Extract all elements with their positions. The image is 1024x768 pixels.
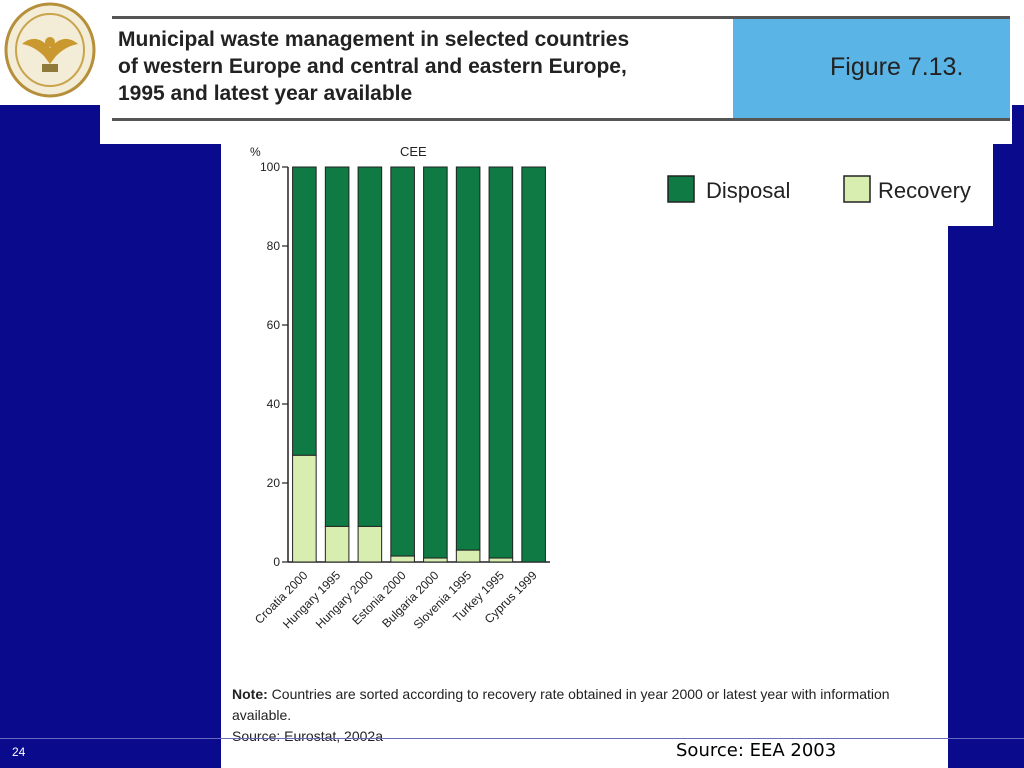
bar-recovery <box>324 525 350 563</box>
header-bottom-rule <box>112 118 1010 121</box>
bar-recovery <box>423 557 448 563</box>
bar-recovery <box>455 549 481 563</box>
bar-disposal <box>455 166 481 551</box>
chart-title: CEE <box>400 144 427 159</box>
slide-number: 24 <box>12 745 26 759</box>
y-tick-label: 80 <box>267 239 281 253</box>
source-citation: Source: EEA 2003 <box>676 740 837 761</box>
legend-swatch <box>843 175 871 203</box>
y-tick-label: 100 <box>260 160 280 174</box>
footer-divider <box>0 738 1024 739</box>
legend-label: Recovery <box>878 178 971 203</box>
figure-title: Municipal waste management in selected c… <box>118 28 630 105</box>
header-top-rule <box>112 16 1010 19</box>
y-tick-label: 20 <box>267 476 281 490</box>
bar-recovery <box>390 555 415 563</box>
legend-label: Disposal <box>706 178 790 203</box>
figure-label-box <box>733 19 1010 118</box>
y-tick-label: 40 <box>267 397 281 411</box>
y-tick-label: 0 <box>273 555 280 569</box>
legend-panel <box>652 144 993 226</box>
chart-ylabel: % <box>250 145 261 159</box>
y-tick-label: 60 <box>267 318 281 332</box>
bar-recovery <box>488 557 514 563</box>
note-label: Note: <box>232 686 268 702</box>
legend-swatch <box>667 175 695 203</box>
bar-recovery <box>292 454 317 563</box>
chart-note: Note: Countries are sorted according to … <box>232 684 932 747</box>
bar-disposal <box>521 166 546 563</box>
bar-disposal <box>324 166 350 527</box>
bar-recovery <box>357 525 383 563</box>
bar-disposal <box>423 166 448 559</box>
bar-disposal <box>390 166 415 557</box>
university-seal-icon <box>4 2 96 98</box>
note-source: Source: Eurostat, 2002a <box>232 728 383 744</box>
note-text: Countries are sorted according to recove… <box>232 686 890 723</box>
bar-disposal <box>357 166 383 527</box>
figure-label: Figure 7.13. <box>830 53 964 81</box>
bar-disposal <box>488 166 514 559</box>
bar-disposal <box>292 166 317 456</box>
